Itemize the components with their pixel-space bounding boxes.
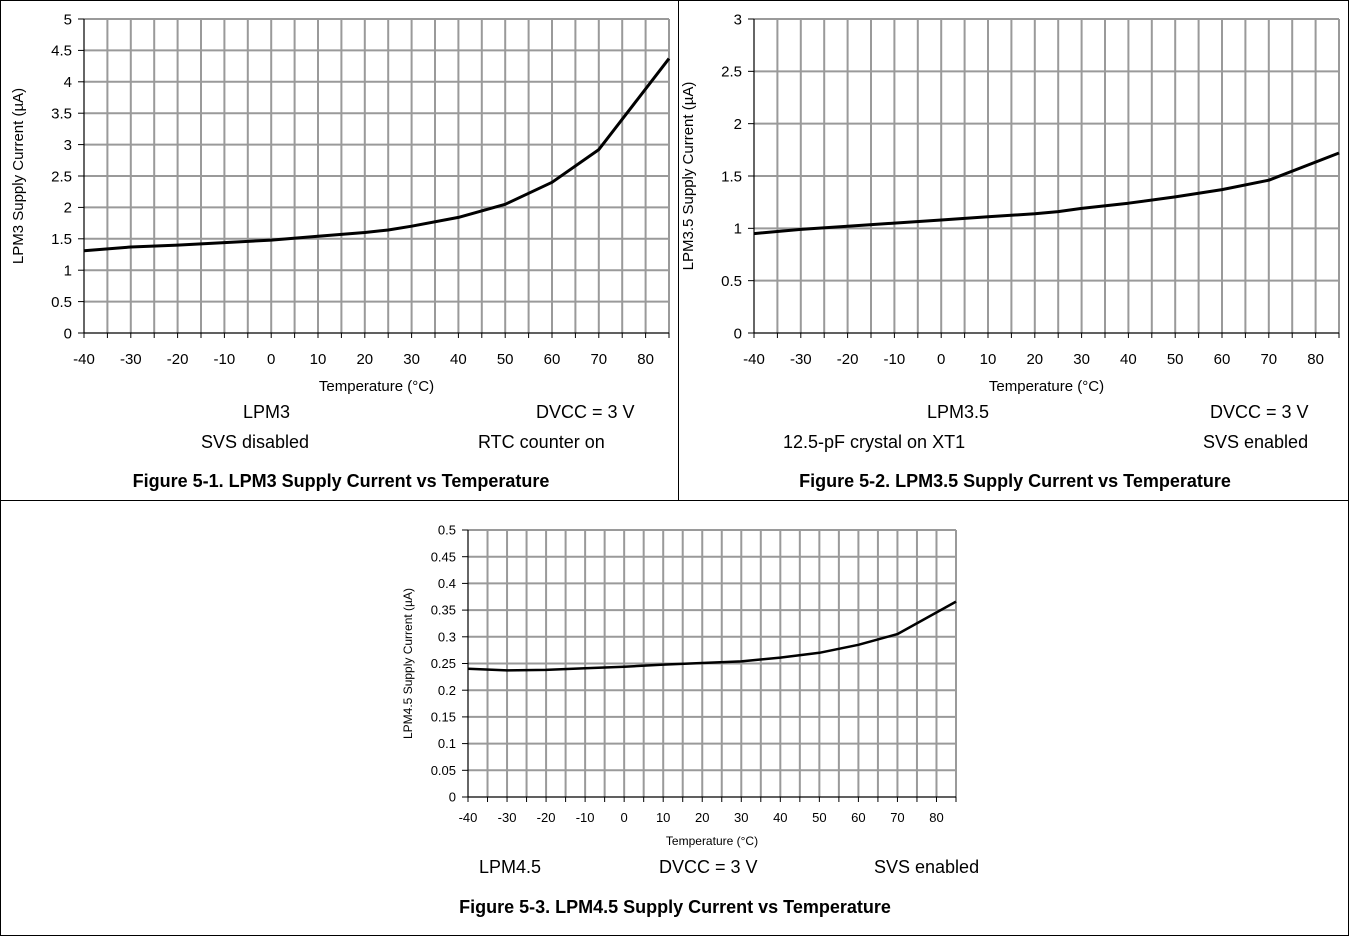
condition-mode: LPM3.5 [927, 402, 990, 422]
y-axis-label: LPM3 Supply Current (µA) [10, 88, 27, 264]
x-tick-label: 70 [590, 351, 607, 368]
x-tick-label: 30 [1073, 351, 1090, 368]
condition-mode: LPM4.5 [479, 857, 542, 877]
figure-panel-lpm45: -40 -30 -20 -10 0 10 20 30 40 50 60 70 80 0 0.05 0.1 0.1… [0, 500, 1349, 936]
y-axis-label: LPM3.5 Supply Current (µA) [680, 82, 697, 271]
chart-lpm3: -40 -30 -20 -10 0 10 20 30 40 50 60 70 80 0 0.5 1 1.5 2 2.… [10, 11, 671, 395]
x-tick-label: 0 [621, 810, 628, 825]
series-line [467, 600, 957, 672]
condition-svs: SVS enabled [1203, 432, 1309, 452]
x-tick-label: 80 [929, 810, 943, 825]
y-tick-label: 0.35 [431, 603, 456, 618]
y-tick-label: 2.5 [51, 168, 72, 185]
x-tick-label: -40 [73, 351, 95, 368]
x-tick-label: 20 [695, 810, 709, 825]
x-axis-label: Temperature (°C) [666, 834, 758, 848]
x-tick-label: 10 [310, 351, 327, 368]
y-tick-label: 0.2 [438, 683, 456, 698]
x-tick-label: 40 [450, 351, 467, 368]
x-tick-label: 80 [1307, 351, 1324, 368]
condition-crystal: 12.5-pF crystal on XT1 [783, 432, 966, 452]
x-tick-label: 30 [403, 351, 420, 368]
x-tick-label: 60 [544, 351, 561, 368]
y-tick-label: 0 [449, 790, 456, 805]
figure-panel-lpm35: -40 -30 -20 -10 0 10 20 30 40 50 60 70 80 0 0.5 1 1.5 2 2.… [678, 0, 1349, 501]
figure-caption: Figure 5-3. LPM4.5 Supply Current vs Tem… [459, 897, 891, 917]
x-tick-label: 0 [267, 351, 275, 368]
x-tick-label: 40 [773, 810, 787, 825]
y-tick-label: 0.05 [431, 763, 456, 778]
y-tick-label: 0.5 [721, 273, 742, 290]
x-tick-label: 60 [851, 810, 865, 825]
x-tick-label: 10 [980, 351, 997, 368]
x-tick-label: -20 [167, 351, 189, 368]
y-tick-label: 0.25 [431, 656, 456, 671]
x-tick-label: 70 [890, 810, 904, 825]
x-tick-label: 70 [1260, 351, 1277, 368]
chart-lpm35: -40 -30 -20 -10 0 10 20 30 40 50 60 70 80 0 0.5 1 1.5 2 2.… [680, 11, 1340, 395]
x-tick-label: -10 [576, 810, 595, 825]
x-tick-label: -30 [790, 351, 812, 368]
x-tick-label: -10 [214, 351, 236, 368]
y-tick-label: 3 [734, 11, 742, 28]
y-tick-label: 0.1 [438, 736, 456, 751]
condition-rtc: RTC counter on [478, 432, 605, 452]
y-tick-label: 2 [64, 200, 72, 217]
x-tick-label: -10 [884, 351, 906, 368]
y-tick-label: 0 [734, 325, 742, 342]
x-tick-label: 20 [1026, 351, 1043, 368]
x-tick-label: -40 [743, 351, 765, 368]
condition-svs: SVS enabled [874, 857, 980, 877]
y-tick-label: 1.5 [51, 231, 72, 248]
figure-caption: Figure 5-2. LPM3.5 Supply Current vs Tem… [799, 471, 1231, 491]
y-tick-label: 0.45 [431, 549, 456, 564]
x-tick-label: 20 [356, 351, 373, 368]
chart-lpm45: -40 -30 -20 -10 0 10 20 30 40 50 60 70 80 0 0.05 0.1 0.1… [401, 523, 957, 848]
x-tick-label: 50 [1167, 351, 1184, 368]
y-tick-label: 3.5 [51, 105, 72, 122]
x-tick-label: -20 [837, 351, 859, 368]
x-tick-label: -40 [459, 810, 478, 825]
y-tick-label: 0.5 [438, 523, 456, 538]
x-axis-label: Temperature (°C) [989, 378, 1104, 395]
y-tick-label: 4 [64, 74, 72, 91]
x-tick-label: 50 [812, 810, 826, 825]
condition-dvcc: DVCC = 3 V [536, 402, 635, 422]
y-tick-label: 0 [64, 325, 72, 342]
x-tick-label: 30 [734, 810, 748, 825]
x-axis-label: Temperature (°C) [319, 378, 434, 395]
condition-dvcc: DVCC = 3 V [1210, 402, 1309, 422]
y-tick-label: 0.4 [438, 576, 456, 591]
x-tick-label: -30 [120, 351, 142, 368]
series-line [83, 57, 671, 253]
figure-panel-lpm3: -40 -30 -20 -10 0 10 20 30 40 50 60 70 80 0 0.5 1 1.5 2 2.… [0, 0, 679, 501]
x-tick-label: 10 [656, 810, 670, 825]
x-tick-label: -30 [498, 810, 517, 825]
series-line [753, 151, 1340, 236]
y-tick-label: 0.15 [431, 709, 456, 724]
y-tick-label: 3 [64, 137, 72, 154]
x-tick-label: 80 [637, 351, 654, 368]
y-tick-label: 4.5 [51, 43, 72, 60]
condition-svs: SVS disabled [201, 432, 310, 452]
figure-caption: Figure 5-1. LPM3 Supply Current vs Tempe… [132, 471, 550, 491]
x-tick-label: -20 [537, 810, 556, 825]
y-tick-label: 0.5 [51, 294, 72, 311]
y-tick-label: 2 [734, 116, 742, 133]
y-tick-label: 5 [64, 11, 72, 28]
x-tick-label: 40 [1120, 351, 1137, 368]
x-tick-label: 0 [937, 351, 945, 368]
y-axis-label: LPM4.5 Supply Current (µA) [401, 588, 415, 739]
condition-dvcc: DVCC = 3 V [659, 857, 758, 877]
y-tick-label: 1 [734, 221, 742, 238]
y-tick-label: 1 [64, 262, 72, 279]
y-tick-label: 2.5 [721, 64, 742, 81]
y-tick-label: 1.5 [721, 168, 742, 185]
y-tick-label: 0.3 [438, 629, 456, 644]
x-tick-label: 60 [1214, 351, 1231, 368]
x-tick-label: 50 [497, 351, 514, 368]
condition-mode: LPM3 [243, 402, 291, 422]
